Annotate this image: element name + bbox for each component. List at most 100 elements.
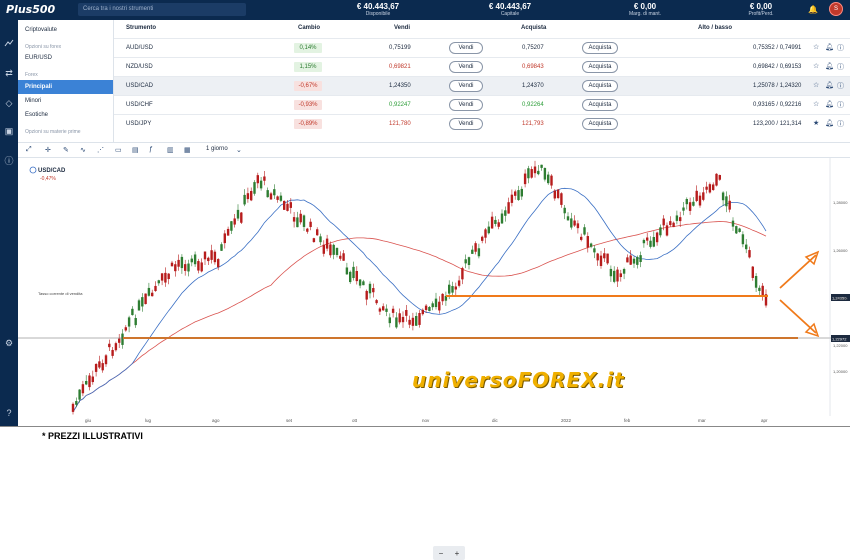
buy-button[interactable]: Acquista [582,80,618,92]
function-icon[interactable]: ƒ [149,146,153,153]
symbol-info-icon[interactable] [29,166,37,174]
app-logo[interactable]: Plus500 [6,3,56,16]
timeframe-select[interactable]: 1 giorno [206,146,228,152]
candle-body [118,338,121,343]
candle-body [692,201,695,206]
star-icon[interactable]: ☆ [813,63,820,70]
candles-icon[interactable]: ▥ [167,147,174,154]
buy-button[interactable]: Acquista [582,42,618,54]
sell-button[interactable]: Vendi [449,99,483,111]
star-icon[interactable]: ☆ [813,44,820,51]
table-row[interactable]: NZD/USD 1,15% 0,69821 Vendi 0,69843 Acquista 0… [114,57,850,76]
candle-body [286,203,289,211]
candle-body [761,285,764,297]
bell-icon[interactable]: 🔔︎ [825,44,834,51]
help-icon[interactable]: ? [6,408,12,418]
table-row[interactable]: USD/CAD -0,67% 1,24350 Vendi 1,24370 Acquista… [114,76,850,95]
layers-icon[interactable]: ▤ [132,147,139,154]
trade-icon[interactable]: ⇄ [5,68,13,78]
sell-button[interactable]: Vendi [449,42,483,54]
col-instrument[interactable]: Strumento [126,25,156,31]
candle-body [702,192,705,200]
instrument-name[interactable]: NZD/USD [126,64,153,70]
settings-icon[interactable]: ⚙ [4,338,14,348]
sell-button[interactable]: Vendi [449,80,483,92]
candle-body [646,237,649,241]
search-input[interactable]: Cerca tra i nostri strumenti [78,3,246,16]
menu-item-eurusd[interactable]: EUR/USD [25,55,53,61]
notifications-icon[interactable]: 🔔 [808,5,818,14]
change-badge: -0,89% [294,119,322,129]
chart-icon[interactable] [4,38,14,48]
candle-body [388,317,391,324]
change-badge: 0,14% [294,43,322,53]
star-icon[interactable]: ☆ [813,101,820,108]
zoom-control[interactable]: − + [433,546,465,560]
buy-button[interactable]: Acquista [582,99,618,111]
indicators-icon[interactable]: ∿ [80,147,86,154]
instrument-name[interactable]: AUD/USD [126,45,154,51]
info-icon[interactable]: ⓘ [837,83,844,90]
info-icon[interactable]: ⓘ [837,45,844,52]
table-row[interactable]: USD/JPY -0,89% 121,780 Vendi 121,793 Acquista… [114,114,850,133]
info-icon[interactable]: ⓘ [837,64,844,71]
bell-icon[interactable]: 🔔︎ [825,101,834,108]
col-buy[interactable]: Acquista [521,25,547,31]
chart-canvas[interactable]: USD/CAD -0,47% Tasso corrente di vendita… [18,158,850,426]
instrument-name[interactable]: USD/JPY [126,121,152,127]
col-change[interactable]: Cambio [298,25,321,31]
price-chart[interactable]: USD/CAD -0,47% Tasso corrente di vendita… [18,158,850,560]
star-filled-icon[interactable]: ★ [813,120,820,127]
info-icon[interactable]: ⓘ [837,102,844,109]
candle-body [500,213,504,224]
crosshair-icon[interactable]: ✛ [45,147,51,154]
zoom-out-button[interactable]: − [438,548,444,558]
buy-button[interactable]: Acquista [582,118,618,130]
candle-body [180,256,184,269]
candle-body [98,361,101,368]
draw-line-icon[interactable]: ✎ [63,147,69,154]
bell-icon[interactable]: 🔔︎ [825,120,834,127]
high-low: 123,200 / 121,314 [753,121,802,127]
fullscreen-icon[interactable]: ⤢ [26,146,32,153]
instrument-name[interactable]: USD/CAD [126,83,154,89]
calendar-icon[interactable]: ▦ [184,147,191,154]
camera-icon[interactable]: ▭ [115,147,122,154]
candle-body [137,300,141,311]
info-icon[interactable]: ⓘ [837,121,844,128]
candle-body [669,221,672,226]
table-row[interactable]: USD/CHF -0,93% 0,92247 Vendi 0,92264 Acquista… [114,95,850,114]
menu-item-minors[interactable]: Minori [25,98,42,104]
change-badge: -0,93% [294,100,322,110]
zoom-in-button[interactable]: + [454,548,460,558]
high-low: 0,75352 / 0,74991 [753,45,802,51]
chevron-down-icon[interactable]: ⌄ [236,147,242,154]
menu-item-exotics[interactable]: Esotiche [25,112,49,118]
sell-button[interactable]: Vendi [449,118,483,130]
buy-button[interactable]: Acquista [582,61,618,73]
candle-body [144,293,147,305]
candle-body [210,250,213,260]
info-icon[interactable]: ⓘ [4,156,14,166]
menu-item-crypto[interactable]: Criptovalute [25,27,58,33]
candle-body [154,285,157,292]
candle-body [586,236,589,248]
tag-icon[interactable]: ◇ [5,98,13,108]
trend-icon[interactable]: ⋰ [97,147,104,154]
col-highlow[interactable]: Alto / basso [698,25,733,31]
instrument-name[interactable]: USD/CHF [126,102,153,108]
bell-icon[interactable]: 🔔︎ [825,63,834,70]
star-icon[interactable]: ☆ [813,82,820,89]
avatar[interactable]: S [829,2,843,16]
col-sell[interactable]: Vendi [394,25,411,31]
candle-body [358,279,362,286]
candle-body [269,193,273,200]
candle-body [134,318,137,326]
sell-button[interactable]: Vendi [449,61,483,73]
table-row[interactable]: AUD/USD 0,14% 0,75199 Vendi 0,75207 Acquista 0… [114,38,850,57]
portfolio-icon[interactable]: ▣ [4,126,14,136]
bell-icon[interactable]: 🔔︎ [825,82,834,89]
candle-body [306,228,309,232]
candle-body [236,209,240,219]
menu-item-majors[interactable]: Principali [18,80,113,94]
